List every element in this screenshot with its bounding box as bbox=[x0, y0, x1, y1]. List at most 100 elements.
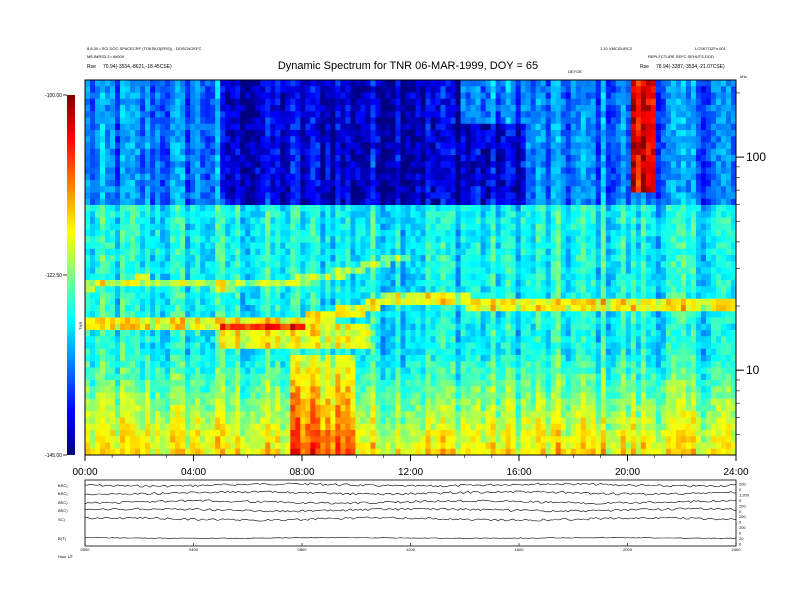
spectrogram-cell bbox=[240, 198, 246, 206]
spectrogram-cell bbox=[210, 161, 216, 169]
spectrogram-cell bbox=[405, 205, 412, 212]
spectrogram-cell bbox=[475, 361, 482, 369]
spectrogram-cell bbox=[495, 392, 502, 400]
spectrogram-cell bbox=[145, 317, 151, 325]
spectrogram-cell bbox=[240, 86, 246, 94]
spectrogram-cell bbox=[115, 292, 121, 300]
spectrogram-cell bbox=[245, 348, 251, 356]
spectrogram-cell bbox=[300, 105, 306, 112]
spectrogram-cell bbox=[230, 261, 236, 269]
spectrogram-cell bbox=[490, 367, 497, 375]
spectrogram-cell bbox=[445, 148, 452, 156]
spectrogram-cell bbox=[270, 111, 276, 119]
spectrogram-cell bbox=[225, 167, 231, 175]
spectrogram-cell bbox=[380, 136, 387, 144]
spectrogram-cell bbox=[295, 86, 301, 94]
spectrogram-cell bbox=[215, 442, 221, 450]
spectrogram-cell bbox=[395, 273, 402, 281]
spectrogram-cell bbox=[180, 230, 186, 237]
spectrogram-cell bbox=[135, 305, 141, 312]
spectrogram-cell bbox=[360, 423, 367, 431]
spectrogram-cell bbox=[400, 161, 407, 169]
spectrogram-cell bbox=[470, 367, 477, 375]
spectrogram-cell bbox=[415, 448, 422, 455]
spectrogram-cell bbox=[455, 86, 462, 94]
spectrogram-cell bbox=[205, 380, 211, 387]
spectrogram-cell bbox=[455, 323, 462, 331]
spectrogram-cell bbox=[260, 430, 266, 437]
spectrogram-cell bbox=[425, 192, 432, 200]
spectrogram-cell bbox=[170, 386, 176, 394]
spectrogram-cell bbox=[120, 217, 126, 225]
spectrogram-cell bbox=[125, 230, 131, 237]
spectrogram-cell bbox=[110, 130, 116, 137]
spectrogram-cell bbox=[295, 80, 301, 87]
spectrogram-cell bbox=[345, 336, 352, 344]
spectrogram-cell bbox=[350, 317, 357, 325]
spectrogram-cell bbox=[410, 405, 417, 412]
spectrogram-cell bbox=[370, 217, 377, 225]
spectrogram-cell bbox=[495, 373, 502, 381]
spectrogram-cell bbox=[410, 98, 417, 106]
spectrogram-cell bbox=[370, 136, 377, 144]
spectrogram-cell bbox=[170, 405, 176, 412]
spectrogram-cell bbox=[110, 92, 116, 100]
spectrogram-cell bbox=[495, 336, 502, 344]
spectrogram-cell bbox=[165, 380, 171, 387]
spectrogram-cell bbox=[250, 280, 256, 287]
spectrogram-cell bbox=[195, 273, 201, 281]
spectrogram-cell bbox=[115, 117, 121, 125]
spectrogram-cell bbox=[420, 398, 427, 406]
spectrogram-cell bbox=[85, 448, 91, 455]
spectrogram-cell bbox=[95, 342, 101, 350]
spectrogram-cell bbox=[470, 180, 477, 187]
spectrogram-cell bbox=[110, 211, 116, 219]
spectrogram-cell bbox=[130, 286, 136, 294]
spectrogram-cell bbox=[85, 317, 91, 325]
spectrogram-cell bbox=[490, 373, 497, 381]
spectrogram-cell bbox=[325, 286, 331, 294]
spectrogram-cell bbox=[155, 248, 161, 256]
spectrogram-cell bbox=[150, 330, 156, 337]
spectrogram-cell bbox=[190, 236, 196, 244]
spectrogram-cell bbox=[105, 423, 111, 431]
spectrogram-cell bbox=[145, 223, 151, 231]
spectrogram-cell bbox=[230, 123, 236, 131]
spectrogram-cell bbox=[475, 405, 482, 412]
spectrogram-cell bbox=[400, 336, 407, 344]
spectrogram-cell bbox=[385, 317, 392, 325]
spectrogram-cell bbox=[410, 355, 417, 362]
spectrogram-cell bbox=[415, 192, 422, 200]
spectrogram-cell bbox=[260, 186, 266, 194]
spectrogram-cell bbox=[155, 236, 161, 244]
spectrogram-cell bbox=[255, 248, 261, 256]
spectrogram-cell bbox=[335, 105, 341, 112]
spectrogram-cell bbox=[405, 267, 412, 275]
spectrogram-cell bbox=[370, 367, 377, 375]
spectrogram-cell bbox=[120, 292, 126, 300]
spectrogram-cell bbox=[285, 448, 291, 455]
spectrogram-cell bbox=[365, 380, 372, 387]
spectrogram-cell bbox=[280, 211, 286, 219]
spectrogram-cell bbox=[345, 386, 352, 394]
spectrogram-cell bbox=[180, 417, 186, 425]
spectrogram-cell bbox=[160, 423, 166, 431]
spectrogram-cell bbox=[265, 123, 271, 131]
spectrogram-cell bbox=[465, 223, 472, 231]
spectrogram-cell bbox=[440, 367, 447, 375]
spectrogram-cell bbox=[220, 248, 226, 256]
spectrogram-cell bbox=[215, 355, 221, 362]
spectrogram-cell bbox=[340, 236, 346, 244]
spectrogram-cell bbox=[225, 155, 231, 162]
spectrogram-cell bbox=[330, 361, 336, 369]
spectrogram-cell bbox=[445, 98, 452, 106]
spectrogram-cell bbox=[335, 167, 341, 175]
spectrogram-cell bbox=[100, 155, 106, 162]
spectrogram-cell bbox=[355, 136, 362, 144]
spectrogram-cell bbox=[280, 161, 286, 169]
spectrogram-cell bbox=[220, 192, 226, 200]
spectrogram-cell bbox=[110, 248, 116, 256]
spectrogram-cell bbox=[120, 298, 126, 306]
spectrogram-cell bbox=[475, 323, 482, 331]
spectrogram-cell bbox=[440, 92, 447, 100]
